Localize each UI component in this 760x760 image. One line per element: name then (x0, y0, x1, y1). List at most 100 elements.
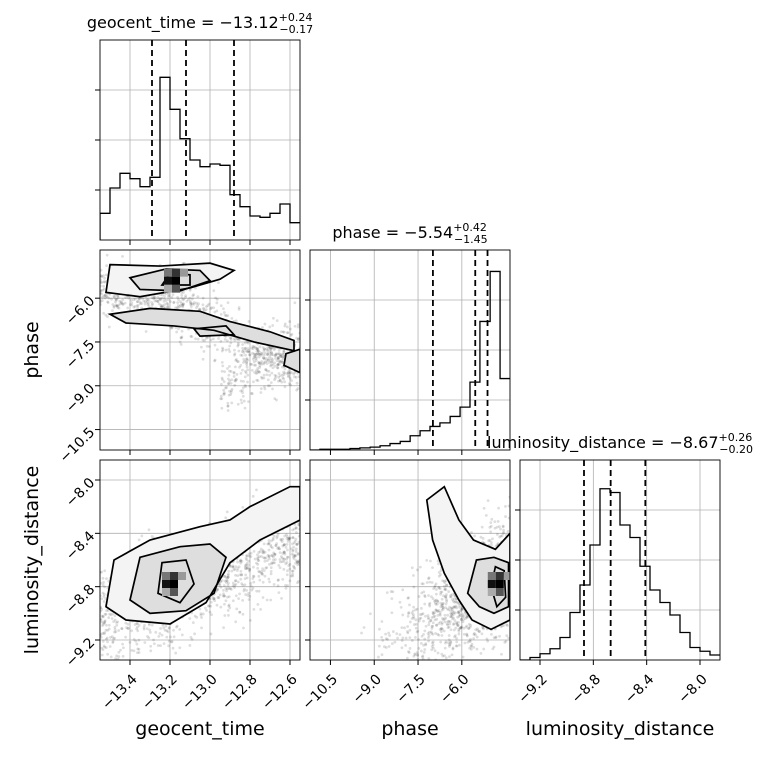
sample-point (113, 636, 116, 640)
sample-point (293, 554, 297, 558)
sample-point (222, 594, 226, 598)
sample-point (410, 639, 414, 642)
sample-point (444, 606, 447, 610)
sample-point (175, 330, 179, 334)
sample-point (130, 301, 134, 305)
sample-point (195, 615, 199, 619)
sample-point (256, 553, 259, 557)
sample-point (236, 360, 240, 364)
sample-point (430, 641, 434, 645)
sample-point (462, 614, 466, 618)
sample-point (102, 287, 106, 291)
sample-point (263, 387, 267, 391)
sample-point (188, 288, 192, 292)
sample-point (467, 626, 471, 630)
sample-point (297, 375, 300, 379)
sample-point (108, 612, 112, 616)
sample-point (241, 391, 244, 395)
sample-point (293, 527, 296, 531)
sample-point (228, 350, 232, 354)
sample-point (225, 581, 228, 584)
sample-point (415, 568, 419, 572)
sample-point (266, 353, 270, 356)
sample-point (431, 643, 435, 647)
sample-point (232, 374, 236, 378)
sample-point (443, 646, 447, 650)
density-bin (503, 572, 510, 580)
sample-point (398, 633, 402, 637)
sample-point (239, 353, 243, 357)
sample-point (135, 670, 138, 673)
sample-point (223, 602, 226, 606)
sample-point (209, 632, 213, 636)
sample-point (256, 349, 260, 352)
sample-point (293, 301, 297, 305)
sample-point (239, 558, 243, 562)
sample-point (232, 337, 236, 341)
sample-point (452, 597, 456, 601)
sample-point (245, 357, 248, 361)
sample-point (112, 620, 116, 624)
sample-point (103, 631, 107, 634)
sample-point (180, 329, 184, 333)
sample-point (287, 537, 290, 540)
sample-point (103, 619, 107, 623)
sample-point (282, 377, 286, 381)
sample-point (121, 298, 125, 302)
sample-point (450, 606, 454, 610)
sample-point (247, 554, 251, 558)
sample-point (132, 305, 136, 309)
sample-point (443, 654, 446, 658)
sample-point (103, 621, 107, 625)
sample-point (281, 357, 285, 361)
sample-point (256, 351, 260, 355)
sample-point (294, 559, 298, 562)
sample-point (105, 294, 108, 298)
sample-point (448, 622, 452, 626)
sample-point (213, 310, 217, 314)
sample-point (258, 555, 261, 559)
sample-point (468, 640, 472, 643)
sample-point (109, 613, 113, 617)
sample-point (175, 625, 178, 629)
sample-point (188, 617, 192, 620)
sample-point (449, 615, 453, 619)
sample-point (292, 372, 296, 376)
sample-point (290, 552, 294, 556)
sample-point (255, 352, 259, 356)
sample-point (439, 590, 443, 594)
title-minus: −1.45 (454, 233, 488, 246)
sample-point (247, 320, 251, 323)
sample-point (243, 567, 247, 571)
sample-point (464, 615, 468, 619)
sample-point (393, 640, 397, 644)
sample-point (249, 555, 253, 558)
sample-point (469, 637, 472, 641)
sample-point (247, 591, 250, 595)
sample-point (217, 582, 221, 586)
sample-point (100, 281, 103, 284)
sample-point (272, 561, 275, 565)
sample-point (404, 636, 408, 640)
sample-point (100, 614, 104, 618)
sample-point (237, 349, 241, 353)
sample-point (239, 398, 243, 402)
scatter-panel-geocent_time-phase (100, 250, 300, 450)
sample-point (224, 386, 227, 390)
sample-point (248, 384, 252, 388)
sample-point (255, 371, 259, 375)
sample-point (434, 592, 438, 596)
sample-point (277, 360, 281, 364)
sample-point (243, 375, 247, 379)
sample-point (167, 292, 170, 295)
sample-point (425, 559, 429, 562)
sample-point (407, 596, 410, 600)
sample-point (126, 306, 130, 310)
panel-frame (519, 459, 721, 661)
y-tick-label: −9.2 (63, 635, 98, 670)
sample-point (124, 296, 127, 299)
sample-point (283, 371, 287, 375)
sample-point (117, 655, 121, 658)
sample-point (441, 606, 445, 609)
sample-point (226, 575, 230, 579)
